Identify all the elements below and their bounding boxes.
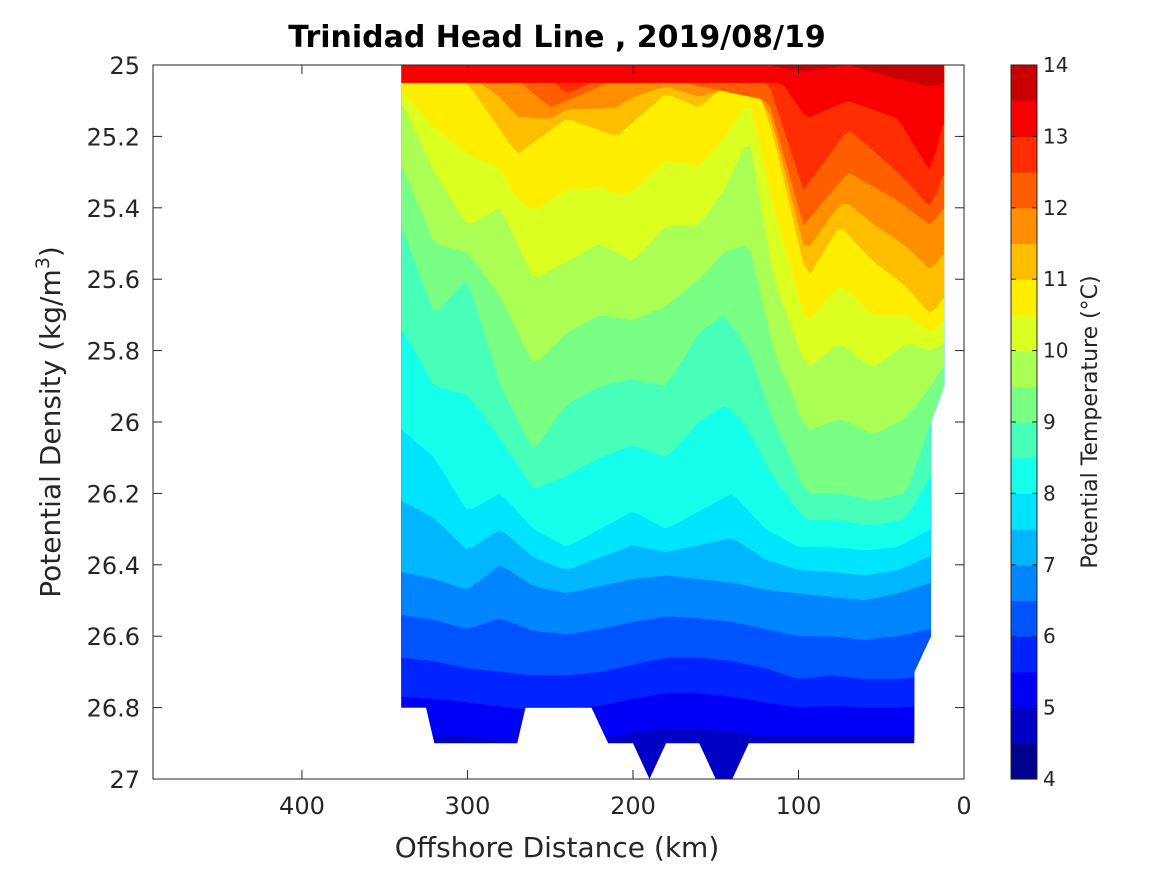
x-tick-label: 0 bbox=[956, 792, 971, 820]
contour-layer-13-5 bbox=[401, 65, 945, 87]
colorbar-segment bbox=[1011, 279, 1037, 316]
colorbar-tick-label: 14 bbox=[1043, 53, 1068, 77]
y-tick-label: 26.4 bbox=[87, 552, 140, 580]
colorbar-tick-label: 13 bbox=[1043, 124, 1068, 148]
colorbar-segment bbox=[1011, 207, 1037, 245]
contour-fill-layers bbox=[401, 65, 945, 779]
colorbar-title: Potential Temperature (°C) bbox=[1078, 275, 1103, 568]
colorbar-segment bbox=[1011, 529, 1037, 566]
colorbar-segment bbox=[1011, 100, 1037, 137]
y-tick-label: 25.8 bbox=[87, 338, 140, 366]
colorbar-tick-label: 5 bbox=[1043, 696, 1056, 720]
colorbar-tick-label: 11 bbox=[1043, 267, 1068, 291]
x-tick-label: 400 bbox=[279, 792, 325, 820]
x-axis-ticks bbox=[301, 65, 965, 779]
colorbar-segment bbox=[1011, 65, 1037, 102]
y-axis-tick-labels: 25 25.2 25.4 25.6 25.8 26 26.2 26.4 26.6 26.8 27 bbox=[87, 52, 140, 794]
y-axis-title-superscript: 3 bbox=[32, 257, 54, 269]
colorbar-segment bbox=[1011, 671, 1037, 709]
colorbar-tick-label: 4 bbox=[1043, 767, 1056, 791]
colorbar-segment bbox=[1011, 172, 1037, 209]
colorbar-tick-label: 9 bbox=[1043, 410, 1056, 434]
colorbar-tick-label: 7 bbox=[1043, 553, 1056, 577]
colorbar-ticks bbox=[1011, 64, 1037, 780]
y-axis-ticks bbox=[153, 64, 964, 780]
colorbar-tick-label: 8 bbox=[1043, 481, 1056, 505]
colorbar-segment bbox=[1011, 136, 1037, 173]
colorbar-segment bbox=[1011, 564, 1037, 602]
y-tick-label: 25.4 bbox=[87, 195, 140, 223]
y-tick-label: 25.6 bbox=[87, 266, 140, 294]
colorbar-tick-label: 6 bbox=[1043, 624, 1056, 648]
y-tick-label: 27 bbox=[109, 766, 140, 794]
x-tick-label: 300 bbox=[445, 792, 491, 820]
colorbar-segment bbox=[1011, 636, 1037, 673]
y-tick-label: 26.2 bbox=[87, 480, 140, 508]
colorbar-segment bbox=[1011, 314, 1037, 352]
colorbar-tick-label: 12 bbox=[1043, 196, 1068, 220]
colorbar-segment bbox=[1011, 707, 1037, 744]
colorbar-segment bbox=[1011, 457, 1037, 494]
colorbar-segment bbox=[1011, 493, 1037, 530]
chart-title: Trinidad Head Line , 2019/08/19 bbox=[288, 20, 825, 55]
x-axis-tick-labels: 400 300 200 100 0 bbox=[279, 792, 972, 820]
colorbar-segment bbox=[1011, 600, 1037, 637]
colorbar-segment bbox=[1011, 422, 1037, 459]
x-tick-label: 200 bbox=[610, 792, 656, 820]
colorbar-tick-label: 10 bbox=[1043, 339, 1068, 363]
y-tick-label: 26.6 bbox=[87, 623, 140, 651]
y-tick-label: 25.2 bbox=[87, 123, 140, 151]
x-axis-title: Offshore Distance (km) bbox=[395, 831, 720, 864]
colorbar-segment bbox=[1011, 350, 1037, 387]
y-tick-label: 26.8 bbox=[87, 695, 140, 723]
colorbar-segment bbox=[1011, 386, 1037, 423]
colorbar bbox=[1011, 65, 1037, 780]
colorbar-tick-labels: 14 13 12 11 10 9 8 7 6 5 4 bbox=[1043, 53, 1068, 791]
colorbar-segment bbox=[1011, 743, 1037, 780]
colorbar-segment bbox=[1011, 243, 1037, 280]
x-tick-label: 100 bbox=[776, 792, 822, 820]
y-tick-label: 26 bbox=[109, 409, 140, 437]
contour-layer-13 bbox=[401, 65, 945, 170]
y-tick-label: 25 bbox=[109, 52, 140, 80]
y-axis-title: Potential Density (kg/m3) bbox=[32, 246, 67, 598]
